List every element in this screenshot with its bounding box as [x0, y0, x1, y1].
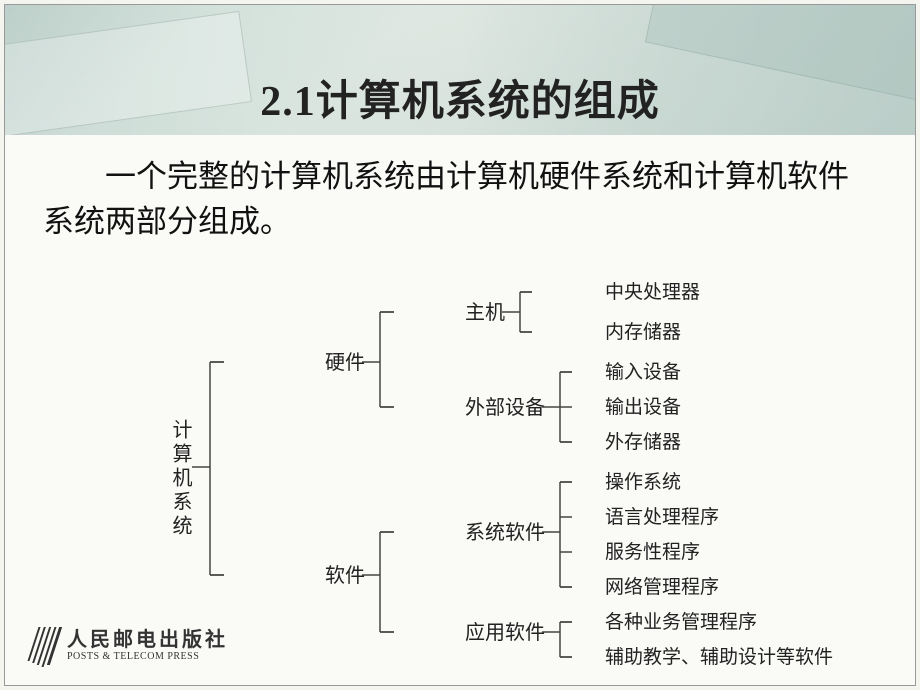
- svg-text:内存储器: 内存储器: [605, 321, 681, 343]
- svg-text:辅助教学、辅助设计等软件: 辅助教学、辅助设计等软件: [605, 646, 833, 668]
- slide-body-text: 一个完整的计算机系统由计算机硬件系统和计算机软件系统两部分组成。: [43, 155, 877, 245]
- slide-title: 2.1计算机系统的组成: [5, 67, 915, 128]
- svg-text:服务性程序: 服务性程序: [605, 541, 700, 563]
- svg-text:语言处理程序: 语言处理程序: [605, 506, 719, 528]
- svg-text:软件: 软件: [325, 564, 365, 587]
- svg-text:输入设备: 输入设备: [605, 361, 681, 383]
- svg-text:应用软件: 应用软件: [465, 621, 545, 644]
- svg-text:外存储器: 外存储器: [605, 431, 681, 453]
- slide-frame: 2.1计算机系统的组成 一个完整的计算机系统由计算机硬件系统和计算机软件系统两部…: [4, 4, 916, 686]
- svg-text:各种业务管理程序: 各种业务管理程序: [605, 611, 757, 633]
- svg-text:中央处理器: 中央处理器: [605, 281, 700, 303]
- publisher-text: 人民邮电出版社 POSTS & TELECOM PRESS: [67, 629, 228, 662]
- publisher-brand: 人民邮电出版社 POSTS & TELECOM PRESS: [27, 625, 228, 665]
- svg-text:输出设备: 输出设备: [605, 396, 681, 418]
- svg-text:外部设备: 外部设备: [465, 396, 545, 419]
- svg-text:操作系统: 操作系统: [605, 471, 681, 493]
- tree-svg: 计算机系统 硬件软件 主机外部设备系统软件应用软件 中央处理器内存储器输入设备输出设备…: [135, 257, 895, 677]
- tree-diagram: 计算机系统 硬件软件 主机外部设备系统软件应用软件 中央处理器内存储器输入设备输出设备…: [135, 257, 895, 677]
- svg-text:主机: 主机: [465, 301, 505, 324]
- svg-text:计算机系统: 计算机系统: [169, 419, 192, 535]
- publisher-name-en: POSTS & TELECOM PRESS: [67, 651, 228, 662]
- publisher-logo-icon: [27, 625, 59, 665]
- publisher-name-cn: 人民邮电出版社: [67, 629, 228, 651]
- svg-text:硬件: 硬件: [325, 351, 365, 374]
- svg-text:网络管理程序: 网络管理程序: [605, 576, 719, 598]
- svg-text:系统软件: 系统软件: [465, 521, 545, 544]
